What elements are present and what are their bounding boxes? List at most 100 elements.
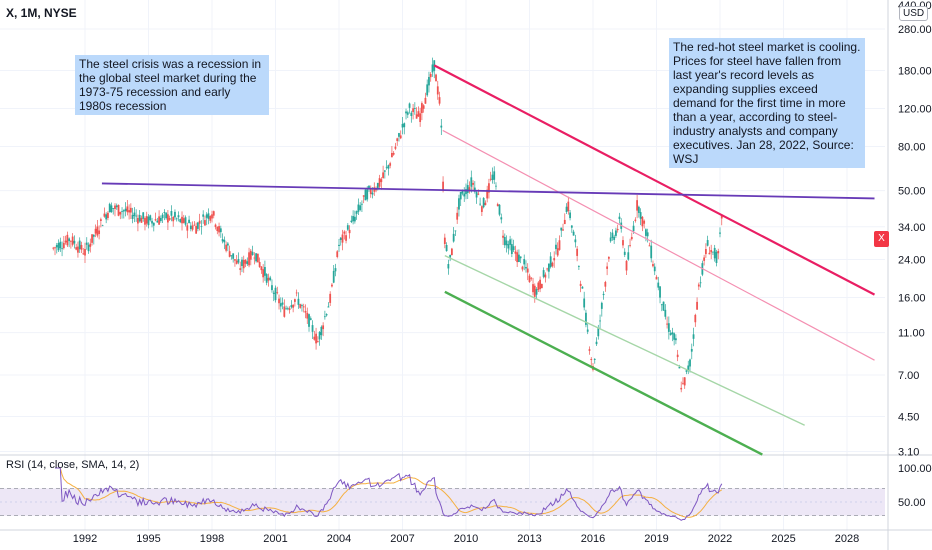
candle-body xyxy=(288,308,291,310)
candle-body xyxy=(126,206,129,213)
candle-body xyxy=(378,178,381,187)
candle xyxy=(209,215,212,224)
candle-body xyxy=(477,193,480,195)
candle xyxy=(613,234,616,244)
candle-body xyxy=(99,219,102,221)
candle xyxy=(417,106,420,118)
candle-body xyxy=(292,304,295,308)
candle-body xyxy=(55,245,58,248)
candle xyxy=(77,241,79,258)
candle xyxy=(583,291,586,311)
candle xyxy=(135,209,138,222)
candle-body xyxy=(191,225,194,230)
candle-body xyxy=(223,239,226,243)
candle-body xyxy=(413,108,416,109)
candle xyxy=(167,209,169,230)
candle-body xyxy=(353,216,356,222)
candle xyxy=(230,255,233,260)
candle xyxy=(641,216,644,232)
candle xyxy=(223,236,226,250)
candle xyxy=(304,304,307,319)
candle xyxy=(468,181,471,194)
candle-body xyxy=(637,206,640,213)
candle xyxy=(643,219,646,229)
candle-body xyxy=(712,251,714,253)
candle-body xyxy=(408,103,411,108)
candle-body xyxy=(140,217,143,223)
candle-body xyxy=(302,306,305,308)
candle-body xyxy=(142,212,145,219)
time-scale: 1992 1995 1998 2001 2004 2007 2010 2013 2016 2019… xyxy=(73,533,859,545)
candle-body xyxy=(459,191,462,200)
candle-body xyxy=(540,283,543,289)
candle-body xyxy=(551,262,554,267)
candle-body xyxy=(105,214,108,220)
candle xyxy=(219,225,222,238)
candle xyxy=(558,235,561,251)
candle-body xyxy=(403,123,406,128)
candle xyxy=(105,212,108,224)
symbol-header: X, 1M, NYSE xyxy=(6,6,77,20)
candle-body xyxy=(599,320,601,322)
candle xyxy=(313,330,316,341)
candle-body xyxy=(708,252,711,255)
candle xyxy=(630,232,633,241)
candle xyxy=(205,212,208,226)
candle xyxy=(514,245,517,261)
candle xyxy=(398,132,400,142)
candle xyxy=(336,250,339,259)
candle-body xyxy=(177,215,180,218)
candle xyxy=(82,247,85,255)
x-tick-label: 2019 xyxy=(644,533,668,545)
candle xyxy=(297,292,300,309)
candle xyxy=(103,207,106,218)
candle xyxy=(62,235,65,250)
currency-button[interactable]: USD xyxy=(899,6,929,21)
annotation-steel-cooling[interactable]: The red-hot steel market is cooling. Pri… xyxy=(669,38,865,168)
candle-body xyxy=(502,235,504,238)
candle xyxy=(535,287,538,300)
candle xyxy=(128,204,130,220)
candle-body xyxy=(486,189,489,199)
candle xyxy=(706,235,709,247)
candle xyxy=(306,307,309,325)
annotation-steel-crisis[interactable]: The steel crisis was a recession in the … xyxy=(75,55,269,115)
candle xyxy=(463,187,466,202)
candle xyxy=(500,213,503,224)
candle-body xyxy=(537,282,540,290)
candle-body xyxy=(606,266,609,269)
candle xyxy=(615,227,617,238)
candle-body xyxy=(720,215,723,219)
candle xyxy=(495,182,497,190)
candle xyxy=(316,336,319,343)
candle-body xyxy=(269,277,272,280)
candle-body xyxy=(115,205,118,208)
candle xyxy=(570,225,573,233)
candle xyxy=(544,272,547,283)
candle xyxy=(653,263,656,276)
candle xyxy=(87,242,90,254)
candle xyxy=(332,264,335,284)
candle-body xyxy=(357,204,360,212)
candle-body xyxy=(431,64,434,73)
candle xyxy=(634,217,637,223)
candle xyxy=(581,286,584,289)
candle-body xyxy=(343,231,346,234)
candle-body xyxy=(572,231,575,236)
candle xyxy=(94,224,97,238)
candle-body xyxy=(207,213,210,219)
candle xyxy=(255,253,257,263)
candle xyxy=(302,303,305,313)
candle-body xyxy=(435,74,437,82)
candle xyxy=(507,240,510,255)
trendline-horizontal-resistance xyxy=(101,182,875,200)
candle-body xyxy=(514,251,517,254)
candle-body xyxy=(128,210,130,213)
candle-body xyxy=(452,233,455,242)
candle-body xyxy=(332,270,335,283)
candle xyxy=(189,222,192,232)
candle-body xyxy=(232,253,235,259)
candle xyxy=(540,283,543,289)
candle xyxy=(493,166,496,185)
candle xyxy=(294,298,296,307)
